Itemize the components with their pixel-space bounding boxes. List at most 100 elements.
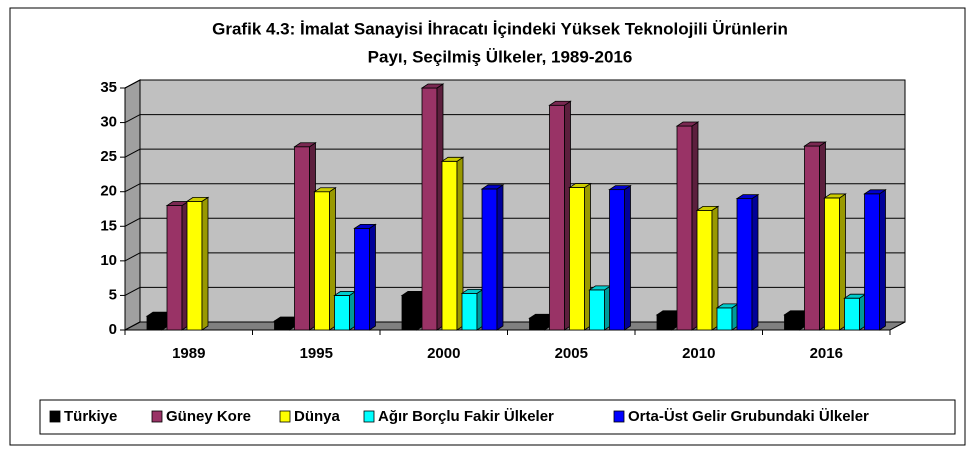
bar-top (803, 141, 827, 147)
back-wall (139, 79, 906, 323)
x-tick-label: 1995 (300, 345, 333, 362)
bar-front (401, 295, 418, 331)
bar-top (823, 193, 847, 199)
grid-line (124, 286, 905, 296)
bar-top (735, 194, 760, 200)
y-tick-label: 5 (109, 286, 117, 303)
bar (715, 303, 740, 331)
legend-label: Ağır Borçlu Fakir Ülkeler (378, 408, 554, 425)
bar-top (863, 189, 887, 195)
bar-front (166, 205, 183, 331)
grid-line (124, 321, 905, 331)
x-tick-label: 2000 (427, 345, 460, 362)
bar-front (461, 292, 478, 331)
bar-side (201, 196, 209, 331)
grid-line (124, 79, 905, 89)
bar (783, 310, 807, 331)
bar-front (334, 295, 350, 331)
bar-top (185, 196, 210, 202)
bar-front (146, 315, 163, 331)
bar-front (441, 160, 458, 331)
bar-front (589, 289, 605, 331)
bar-front (421, 87, 438, 331)
bar-front (354, 227, 370, 331)
bar-side (751, 193, 759, 331)
bar (655, 310, 680, 331)
bar-top (568, 183, 592, 188)
bar (568, 182, 592, 331)
bar (823, 193, 847, 331)
bar-top (293, 142, 317, 148)
bar-front (864, 193, 880, 331)
bar-front (736, 198, 753, 331)
bar (735, 193, 760, 331)
bar-front (481, 188, 498, 331)
bar (165, 200, 190, 331)
bar-front (609, 189, 625, 331)
bar (675, 121, 700, 331)
legend-label: Türkiye (64, 408, 117, 425)
bar-front (314, 191, 330, 331)
bar (548, 100, 572, 331)
grid-line (124, 252, 905, 262)
legend-label: Orta-Üst Gelir Grubundaki Ülkeler (628, 408, 869, 425)
legend-swatch (151, 410, 163, 423)
y-tick-label: 30 (100, 114, 117, 131)
bar-top (675, 121, 700, 127)
bar (353, 223, 377, 331)
legend-swatch (49, 410, 61, 423)
bar-front (186, 200, 203, 331)
bar-front (569, 187, 585, 331)
grid-line (124, 114, 905, 124)
bar (293, 142, 317, 331)
bar-front (676, 125, 693, 331)
bar (313, 186, 337, 331)
bar (440, 156, 465, 331)
bar-front (549, 104, 565, 331)
bar (420, 83, 445, 331)
bar-front (716, 307, 733, 331)
y-tick-label: 10 (100, 252, 117, 269)
bar-top (695, 205, 720, 211)
legend-swatch (279, 410, 291, 423)
bar (608, 184, 632, 331)
x-tick-label: 2005 (555, 345, 588, 362)
bar (480, 184, 505, 331)
bar-side (369, 223, 376, 331)
y-tick-label: 35 (100, 79, 117, 96)
bar-front (274, 320, 290, 331)
bar-top (420, 83, 445, 89)
bar (843, 293, 867, 331)
side-wall (124, 79, 141, 331)
bar (528, 313, 552, 331)
grid-line (124, 217, 905, 227)
bar-front (824, 197, 840, 331)
bar-front (529, 317, 545, 331)
bar (185, 196, 210, 331)
bar-front (294, 146, 310, 331)
bar (803, 141, 827, 331)
x-tick-label: 2010 (682, 345, 715, 362)
bar-top (480, 184, 505, 190)
bar (400, 290, 425, 331)
legend-swatch (613, 410, 625, 423)
bar-side (879, 189, 886, 331)
grid-line (124, 148, 905, 158)
bar (863, 189, 887, 331)
legend-swatch (363, 410, 375, 423)
bar-top (353, 223, 377, 229)
bar-top (548, 100, 572, 106)
bar (145, 311, 170, 331)
bar-front (656, 314, 673, 331)
bar-top (440, 156, 465, 162)
y-tick-label: 25 (100, 148, 117, 165)
bar-front (784, 314, 800, 331)
legend-label: Güney Kore (166, 408, 251, 425)
y-tick-label: 20 (100, 183, 117, 200)
bar (460, 288, 485, 331)
x-tick-label: 1989 (172, 345, 205, 362)
bar-front (696, 209, 713, 331)
bar-side (624, 184, 631, 331)
x-tick-label: 2016 (810, 345, 843, 362)
